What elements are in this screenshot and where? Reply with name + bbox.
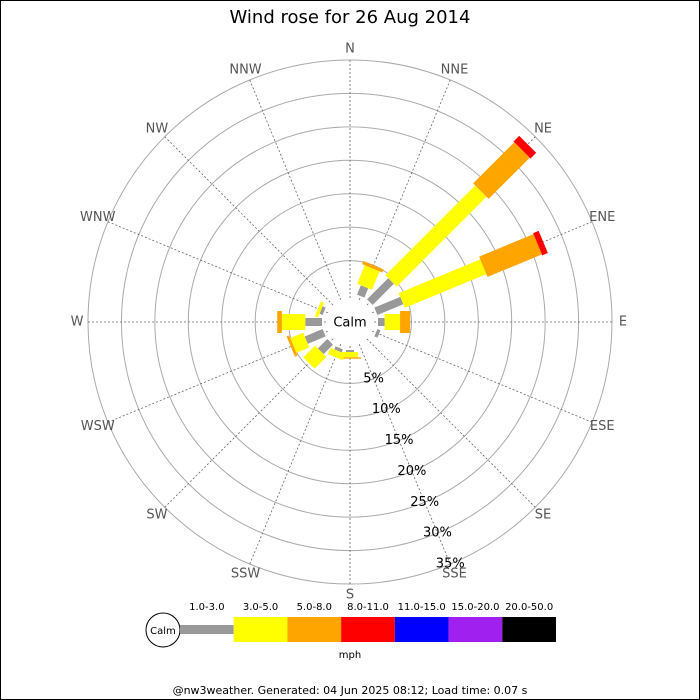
direction-label: ESE: [590, 419, 615, 434]
direction-label: WSW: [81, 419, 115, 434]
direction-label: E: [619, 315, 627, 330]
legend-label: 1.0-3.0: [189, 602, 224, 613]
bar-segment: [286, 335, 298, 357]
bar-segment: [277, 311, 282, 333]
ring-label: 15%: [385, 433, 414, 448]
bar-segment: [473, 142, 530, 199]
bar-segment: [513, 135, 537, 159]
legend-swatch: [394, 617, 449, 642]
bar-segment: [281, 314, 306, 330]
bar-segment: [314, 301, 325, 318]
legend-label: 8.0-11.0: [347, 602, 389, 613]
bar-segment: [357, 265, 380, 290]
bar-segment: [339, 357, 361, 359]
direction-label: SW: [146, 508, 167, 523]
bar-segment: [303, 345, 327, 369]
direction-label: SSE: [442, 567, 467, 582]
footer: @nw3weather. Generated: 04 Jun 2025 08:1…: [173, 684, 528, 697]
ring-label: 25%: [410, 495, 439, 510]
bar-segment: [533, 230, 548, 256]
bar-segment: [366, 278, 394, 306]
legend-label: 15.0-20.0: [451, 602, 499, 613]
ring-label: 10%: [372, 402, 401, 417]
ring: [254, 226, 446, 418]
direction-label: NW: [146, 121, 169, 136]
bar-segment: [304, 329, 326, 344]
legend-swatch: [287, 617, 342, 642]
bar-segment: [398, 259, 487, 308]
bar-segment: [377, 318, 385, 326]
bar-segment: [374, 296, 404, 315]
legend-units: mph: [339, 650, 361, 661]
bar-segment: [319, 306, 326, 315]
bars: [277, 135, 548, 369]
bar-segment: [362, 261, 384, 273]
legend-swatch: [180, 625, 234, 634]
ring-label: 35%: [436, 557, 465, 572]
bar-segment: [334, 346, 343, 353]
bar-segment: [357, 285, 369, 298]
legend-label: 3.0-5.0: [243, 602, 278, 613]
direction-label: NNE: [441, 62, 469, 77]
bar-segment: [479, 234, 542, 277]
grid: [87, 59, 613, 585]
direction-label: WNW: [80, 210, 116, 225]
direction-label: S: [346, 588, 354, 603]
chart-title: Wind rose for 26 Aug 2014: [230, 7, 471, 28]
bar-segment: [400, 311, 411, 333]
bar-segment: [305, 318, 322, 326]
calm-circle: [327, 299, 373, 345]
legend-label: 20.0-50.0: [505, 602, 553, 613]
bar-segment: [374, 329, 381, 338]
direction-label: NE: [534, 121, 552, 136]
legend-swatch: [448, 617, 503, 642]
bar-segment: [328, 347, 346, 361]
legend-swatch: [233, 617, 288, 642]
ring-label: 20%: [397, 464, 426, 479]
bar-segment: [290, 332, 310, 353]
labels: N NNE NE ENE E ESE SE SSE S SSW SW WSW W WNW NW NNW 5% 10…: [71, 42, 628, 603]
legend-label: 5.0-8.0: [297, 602, 332, 613]
direction-label: SE: [535, 508, 551, 523]
bar-segment: [384, 314, 401, 330]
calm-label: Calm: [333, 316, 366, 331]
ring-label: 30%: [423, 526, 452, 541]
legend-swatch: [341, 617, 395, 642]
direction-label: ENE: [589, 210, 615, 225]
bar-segment: [342, 352, 358, 358]
bar-segment: [317, 338, 334, 355]
ring: [154, 126, 546, 518]
direction-label: NNW: [229, 62, 261, 77]
direction-label: W: [71, 315, 84, 330]
legend-swatch: [502, 617, 556, 642]
legend-label: 11.0-15.0: [398, 602, 446, 613]
bar-segment: [346, 350, 354, 353]
direction-label: N: [345, 42, 355, 57]
bar-segment: [385, 185, 487, 287]
direction-label: SSW: [231, 567, 261, 582]
ring-label: 5%: [363, 371, 384, 386]
legend-calm: Calm: [150, 626, 176, 637]
legend: Calm mph 1.0-3.0 3.0-5.0 5.0-8.0 8.0-11.0 11…: [145, 602, 556, 661]
